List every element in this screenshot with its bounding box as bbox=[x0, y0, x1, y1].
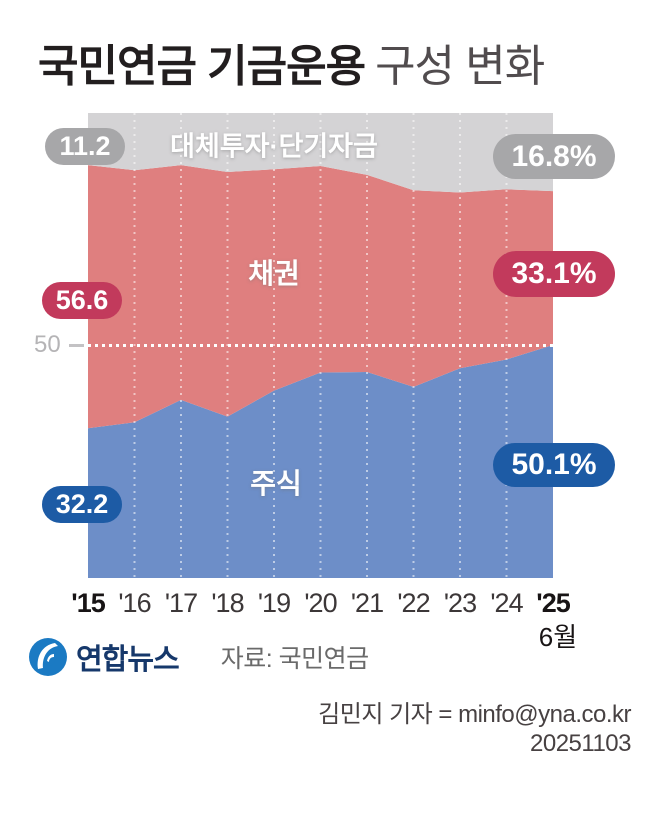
gridline-50-label: 50 bbox=[34, 331, 84, 359]
area-label-bonds: 채권 bbox=[248, 258, 300, 289]
x-axis-label: '25 bbox=[536, 588, 570, 618]
x-axis-label: '16 bbox=[118, 588, 151, 618]
page-title: 국민연금 기금운용 구성 변화 bbox=[38, 30, 545, 94]
badge-stocks-2025: 50.1% bbox=[493, 443, 615, 487]
area-series bbox=[88, 113, 553, 193]
x-axis-label: '19 bbox=[257, 588, 291, 618]
reporter-credit: 김민지 기자 = minfo@yna.co.kr bbox=[318, 701, 631, 728]
x-axis-label: '17 bbox=[164, 588, 198, 618]
x-axis-label: '22 bbox=[397, 588, 430, 618]
area-series bbox=[88, 345, 553, 578]
gridline-50-tick bbox=[68, 343, 84, 347]
x-axis-label: '24 bbox=[490, 588, 523, 618]
x-axis-label: '18 bbox=[211, 588, 244, 618]
footer: 연합뉴스 자료: 국민연금 bbox=[28, 636, 369, 678]
stacked-area-chart bbox=[88, 113, 553, 578]
gridline-50-text: 50 bbox=[34, 331, 61, 358]
source-label: 자료: 국민연금 bbox=[220, 645, 369, 673]
date-stamp: 20251103 bbox=[530, 730, 631, 757]
title-bold: 국민연금 기금운용 bbox=[38, 42, 366, 91]
x-axis-label: '20 bbox=[304, 588, 337, 618]
area-label-stocks: 주식 bbox=[250, 468, 302, 499]
badge-alternatives-2015: 11.2 bbox=[45, 128, 125, 165]
badge-alternatives-2025: 16.8% bbox=[493, 134, 615, 179]
x-axis-label: '15 bbox=[71, 588, 105, 618]
x-axis-label: '23 bbox=[443, 588, 477, 618]
yonhap-logo-icon bbox=[29, 638, 67, 676]
badge-bonds-2025: 33.1% bbox=[493, 251, 615, 297]
x-axis-sub-label: 6월 bbox=[538, 622, 578, 652]
area-label-alternatives: 대체투자·단기자금 bbox=[170, 131, 378, 162]
x-axis-label: '21 bbox=[350, 588, 384, 618]
yonhap-logo-text: 연합뉴스 bbox=[76, 644, 180, 676]
badge-bonds-2015: 56.6 bbox=[42, 282, 122, 319]
chart-canvas bbox=[88, 113, 553, 578]
badge-stocks-2015: 32.2 bbox=[42, 486, 122, 523]
byline: 김민지 기자 = minfo@yna.co.kr 20251103 bbox=[318, 700, 631, 758]
title-light: 구성 변화 bbox=[375, 42, 545, 91]
